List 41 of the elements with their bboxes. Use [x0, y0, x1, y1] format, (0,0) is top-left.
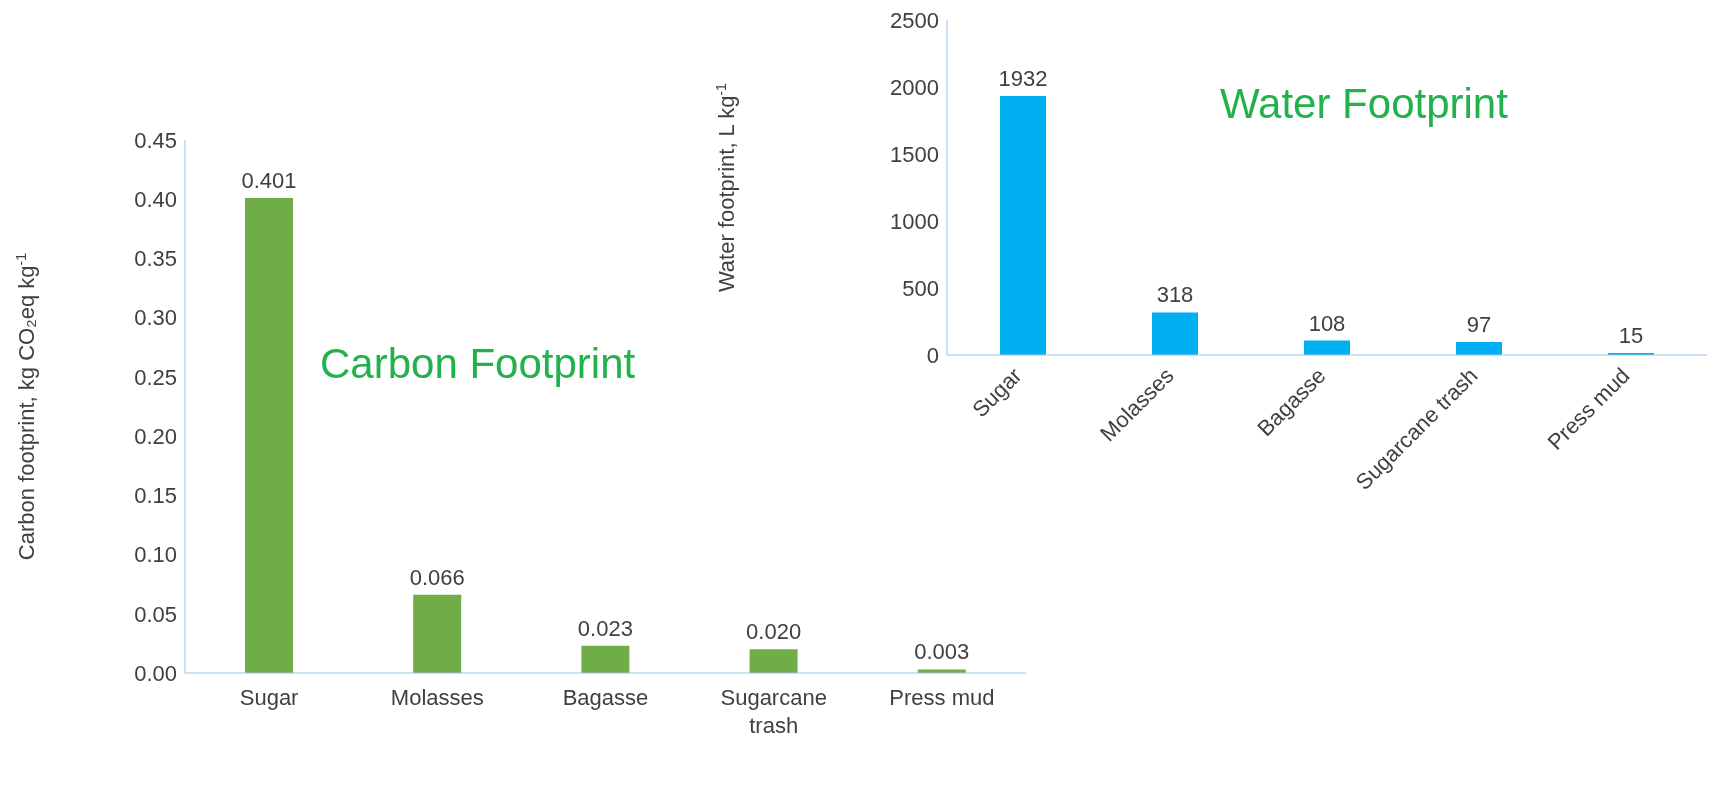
y-tick-label: 0.05 — [134, 601, 177, 627]
data-label: 0.020 — [746, 619, 802, 645]
x-tick-label: Sugarcane trash — [720, 685, 827, 738]
data-label: 0.003 — [914, 639, 970, 665]
y-tick-label: 0.40 — [134, 187, 177, 213]
bar — [1152, 312, 1198, 355]
x-tick-label: Press mud — [889, 685, 995, 710]
bar — [1304, 340, 1350, 355]
y-tick-label: 2000 — [890, 74, 939, 100]
y-tick-label: 0.10 — [134, 542, 177, 568]
data-label: 0.066 — [409, 564, 465, 590]
x-tick-label: Sugar — [239, 685, 299, 710]
y-tick-label: 0.35 — [134, 246, 177, 272]
data-label: 0.401 — [241, 168, 297, 194]
data-label: 108 — [1308, 310, 1346, 336]
y-tick-label: 1000 — [890, 208, 939, 234]
bar — [749, 649, 798, 673]
y-tick-label: 1500 — [890, 141, 939, 167]
y-tick-label: 0.15 — [134, 483, 177, 509]
bar — [1456, 342, 1502, 355]
x-tick-label: Molasses — [390, 685, 484, 710]
y-tick-label: 0.45 — [134, 127, 177, 153]
data-label: 1932 — [998, 66, 1048, 92]
text: Carbon Footprint — [320, 340, 636, 388]
y-tick-label: 500 — [902, 275, 939, 301]
data-label: 97 — [1466, 312, 1492, 337]
bar — [413, 594, 462, 673]
data-label: 0.023 — [577, 615, 633, 641]
bar — [581, 645, 630, 673]
data-label: 318 — [1156, 282, 1194, 308]
bar — [1000, 96, 1046, 355]
y-tick-label: 0.00 — [134, 660, 177, 686]
bar — [245, 198, 293, 673]
y-tick-label: 0.25 — [134, 364, 177, 390]
x-tick-label: Bagasse — [562, 685, 649, 710]
y-tick-label: 0 — [926, 342, 939, 368]
y-tick-label: 0.30 — [134, 305, 177, 331]
y-tick-label: 2500 — [890, 7, 939, 33]
text: Water Footprint — [1220, 80, 1508, 128]
data-label: 15 — [1618, 322, 1644, 348]
y-tick-label: 0.20 — [134, 423, 177, 449]
